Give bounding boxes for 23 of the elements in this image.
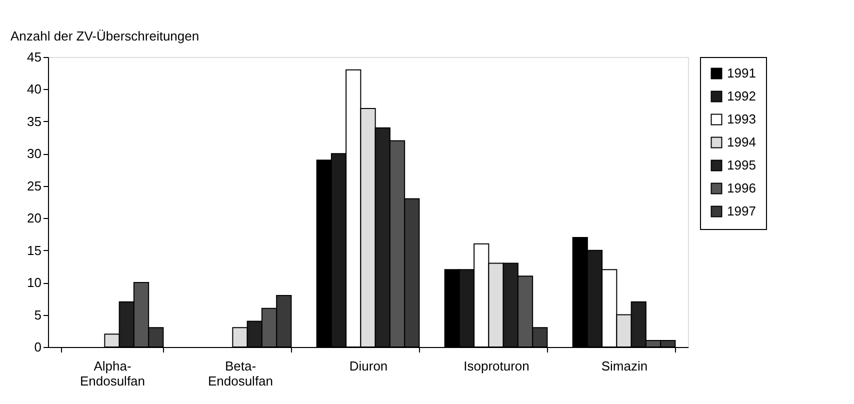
x-tick-label: Simazin: [601, 358, 648, 374]
y-tick-label: 30: [27, 146, 42, 162]
y-tick-label: 15: [27, 242, 42, 258]
x-tick-label: Alpha-Endosulfan: [80, 358, 146, 388]
x-tick-label: Diuron: [349, 358, 388, 374]
legend-label: 1994: [727, 134, 756, 150]
y-tick-label: 45: [27, 50, 42, 64]
y-tick-label: 40: [27, 82, 42, 97]
y-tick-label: 10: [27, 275, 42, 290]
y-tick-label: 35: [27, 114, 42, 129]
legend-label: 1996: [727, 180, 756, 196]
legend-label: 1991: [727, 66, 756, 80]
y-axis-title: Anzahl der ZV-Überschreitungen: [10, 28, 200, 44]
y-tick-label: 0: [34, 340, 42, 354]
y-tick-label: 25: [27, 178, 42, 194]
y-tick-label: 5: [34, 307, 42, 322]
legend-label: 1997: [727, 204, 756, 218]
y-tick-label: 20: [27, 210, 42, 226]
legend-label: 1995: [727, 158, 756, 172]
x-tick-label: Isoproturon: [464, 358, 530, 374]
legend-label: 1992: [727, 88, 756, 104]
x-tick-label: Beta-Endosulfan: [208, 358, 274, 388]
legend-label: 1993: [727, 112, 756, 126]
